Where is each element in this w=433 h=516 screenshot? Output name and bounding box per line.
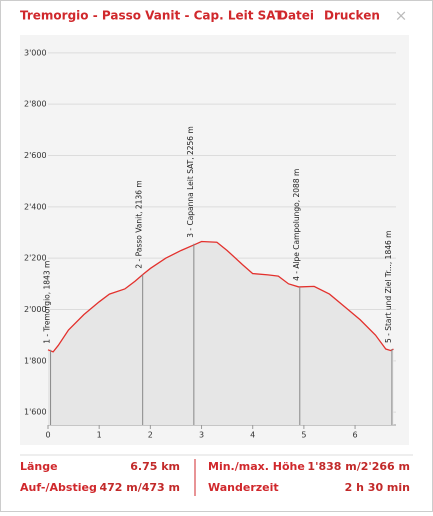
elevation-area	[48, 241, 394, 425]
x-tick-label: 1	[97, 431, 102, 440]
waypoint-label: 1 - Tremorgio, 1843 m	[43, 261, 52, 344]
x-tick-label: 2	[148, 431, 153, 440]
y-tick-label: 2'000	[24, 305, 47, 314]
stat-value: 1'838 m/2'266 m	[307, 460, 410, 473]
close-button[interactable]: ×	[395, 7, 408, 25]
x-tick-label: 4	[250, 431, 255, 440]
stat-value: 472 m/473 m	[99, 481, 180, 494]
y-tick-label: 3'000	[24, 48, 47, 57]
elevation-line	[47, 240, 394, 353]
y-tick-label: 2'600	[24, 151, 47, 160]
y-tick-label: 1'800	[24, 356, 47, 365]
stat-label: Auf-/Abstieg	[20, 481, 97, 494]
stat-value: 2 h 30 min	[345, 481, 410, 494]
waypoint-label: 4 - Alpe Campolungo, 2088 m	[292, 169, 301, 281]
waypoint-label: 5 - Start und Ziel Tr..., 1846 m	[384, 231, 393, 343]
waypoint-label: 3 - Capanna Leit SAT, 2256 m	[186, 126, 195, 238]
y-tick-label: 2'400	[24, 202, 47, 211]
menu-item[interactable]: Drucken	[324, 9, 380, 23]
stat-label: Min./max. Höhe	[208, 460, 305, 473]
title: Tremorgio - Passo Vanit - Cap. Leit SAT	[20, 9, 284, 23]
plot: 1'600 1'800 2'000 2'200 2'400 2'600 2'800 3'000…	[24, 48, 396, 440]
stat-label: Wanderzeit	[208, 481, 279, 494]
x-tick-label: 0	[45, 431, 50, 440]
stat-value: 6.75 km	[130, 460, 180, 473]
footer: Länge 6.75 km Min./max. Höhe 1'838 m/2'266 …	[20, 460, 410, 494]
y-tick-label: 2'200	[24, 254, 47, 263]
y-tick-label: 1'600	[24, 408, 47, 417]
y-tick-label: 2'800	[24, 100, 47, 109]
menu-item[interactable]: Datei	[278, 9, 314, 23]
x-tick-label: 3	[199, 431, 204, 440]
x-tick-label: 6	[353, 431, 358, 440]
stat-label: Länge	[20, 460, 58, 473]
x-tick-label: 5	[301, 431, 306, 440]
waypoint-label: 2 - Passo Vanit, 2136 m	[135, 180, 144, 268]
